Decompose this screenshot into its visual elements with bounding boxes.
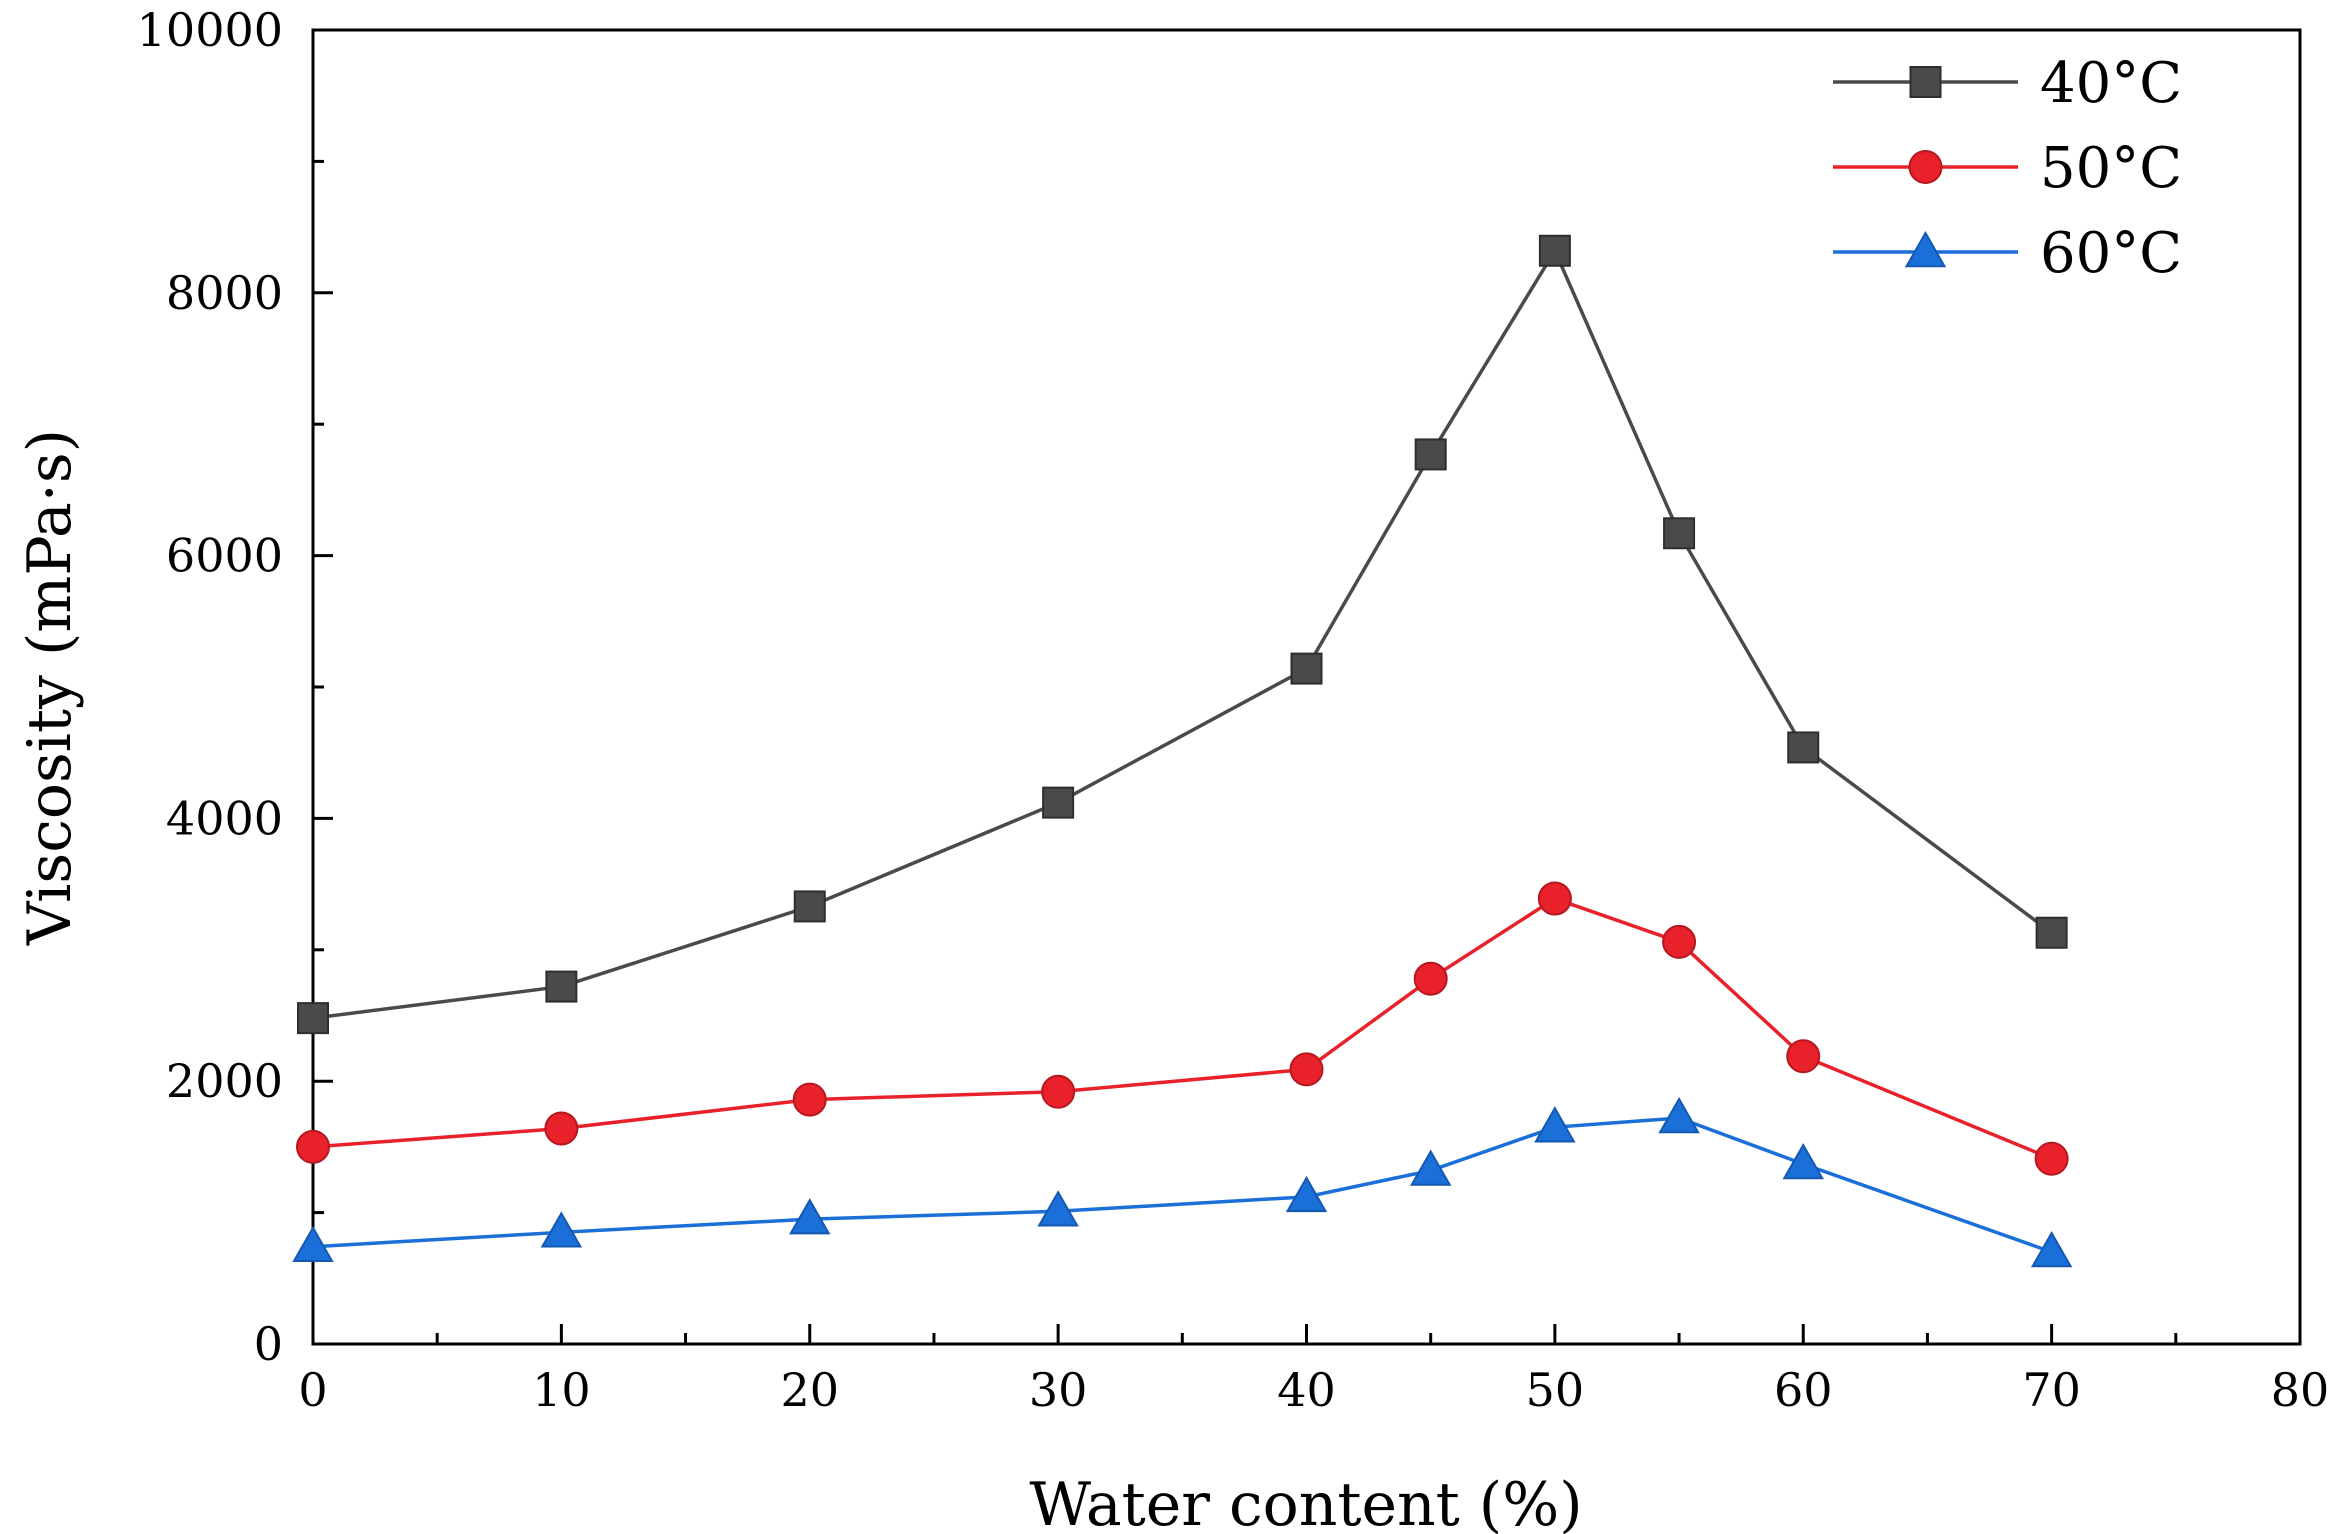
y-tick-label: 4000 xyxy=(166,791,283,845)
legend-label: 40°C xyxy=(2040,51,2182,116)
data-point xyxy=(540,1211,583,1248)
plot-frame xyxy=(311,28,2302,1346)
data-point xyxy=(1041,1074,1076,1109)
legend-item: 40°C xyxy=(1833,51,2182,116)
series-1 xyxy=(296,881,2069,1176)
x-tick-label: 20 xyxy=(780,1363,839,1417)
x-tick-label: 50 xyxy=(1526,1363,1585,1417)
series-layer xyxy=(292,234,2073,1268)
legend-marker xyxy=(1904,230,1947,268)
series-2 xyxy=(292,1096,2073,1268)
x-tick-label: 70 xyxy=(2022,1363,2081,1417)
data-point xyxy=(1289,1052,1324,1087)
data-point xyxy=(1782,1142,1824,1180)
data-point xyxy=(2035,916,2068,949)
x-tick-label: 0 xyxy=(298,1363,327,1417)
legend-marker xyxy=(1909,66,1942,98)
series-0 xyxy=(297,234,2068,1035)
data-point xyxy=(1537,881,1572,916)
data-point xyxy=(292,1225,334,1263)
y-tick-label: 0 xyxy=(254,1317,283,1371)
data-point xyxy=(545,970,578,1003)
data-point xyxy=(296,1129,330,1164)
x-tick-label: 60 xyxy=(1774,1363,1833,1417)
series-line xyxy=(312,1116,2053,1254)
x-tick-label: 30 xyxy=(1029,1363,1088,1417)
data-point xyxy=(1538,234,1571,267)
data-point xyxy=(1414,438,1447,471)
data-point xyxy=(1662,924,1697,959)
legend-marker xyxy=(1908,150,1943,184)
legend-label: 50°C xyxy=(2040,136,2182,201)
series-line xyxy=(312,896,2053,1161)
y-tick-label: 2000 xyxy=(166,1054,283,1108)
y-axis-label: Viscosity (mPa·s) xyxy=(15,429,85,946)
data-point xyxy=(1409,1149,1452,1186)
y-tick-label: 8000 xyxy=(166,266,283,320)
data-point xyxy=(1285,1175,1328,1213)
data-point xyxy=(1413,961,1448,996)
x-tick-label: 80 xyxy=(2271,1363,2330,1417)
series-line xyxy=(312,246,2053,1020)
data-point xyxy=(1658,1096,1700,1134)
x-tick-label: 10 xyxy=(532,1363,591,1417)
data-point xyxy=(2030,1231,2073,1268)
x-axis-label: Water content (%) xyxy=(1029,1470,1582,1534)
ticks-layer: 0 10 20 30 40 50 60 70 80 0 2000 4000 6000 8000 10000 xyxy=(137,3,2330,1417)
legend: 40°C 50°C 60°C xyxy=(1833,51,2182,286)
data-point xyxy=(1290,652,1323,685)
legend-label: 60°C xyxy=(2040,221,2182,286)
data-point xyxy=(2034,1141,2069,1176)
data-point xyxy=(1037,1190,1079,1227)
legend-item: 60°C xyxy=(1833,221,2182,286)
data-point xyxy=(297,1002,329,1035)
data-point xyxy=(792,1082,827,1117)
data-point xyxy=(1534,1106,1576,1143)
data-point xyxy=(544,1111,579,1146)
data-point xyxy=(1787,731,1820,764)
y-tick-label: 10000 xyxy=(137,3,283,57)
data-point xyxy=(793,890,826,923)
legend-item: 50°C xyxy=(1833,136,2182,201)
data-point xyxy=(1786,1039,1821,1074)
x-tick-label: 40 xyxy=(1277,1363,1336,1417)
data-point xyxy=(789,1198,831,1235)
data-point xyxy=(1042,786,1075,819)
data-point xyxy=(1663,517,1696,550)
y-tick-label: 6000 xyxy=(166,529,283,583)
